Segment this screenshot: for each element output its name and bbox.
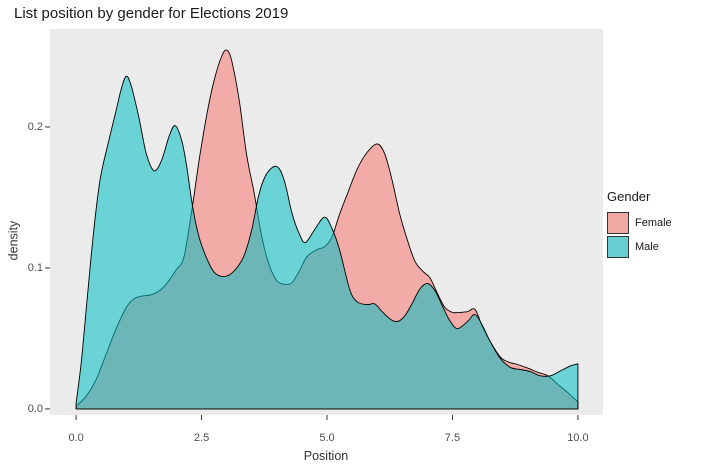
y-tick-label: 0.2 bbox=[27, 120, 43, 133]
chart-title: List position by gender for Elections 20… bbox=[14, 5, 289, 22]
legend-swatch-female bbox=[607, 212, 629, 234]
legend: Gender Female Male bbox=[607, 189, 672, 260]
legend-label-male: Male bbox=[635, 241, 659, 253]
legend-item-female: Female bbox=[607, 212, 672, 234]
x-tick-label: 5.0 bbox=[319, 432, 335, 444]
legend-label-female: Female bbox=[635, 217, 672, 229]
x-tick-label: 2.5 bbox=[193, 432, 210, 444]
legend-swatch-male bbox=[607, 236, 629, 258]
x-tick-label: 10.0 bbox=[567, 432, 589, 444]
y-tick-label: 0.0 bbox=[27, 402, 43, 415]
x-axis-title: Position bbox=[303, 449, 349, 463]
x-tick-label: 0.0 bbox=[68, 432, 84, 444]
legend-title: Gender bbox=[607, 189, 651, 204]
legend-item-male: Male bbox=[607, 236, 672, 258]
y-tick-label: 0.1 bbox=[27, 261, 43, 274]
x-tick-label: 7.5 bbox=[444, 432, 461, 444]
density-area-male bbox=[75, 75, 579, 410]
